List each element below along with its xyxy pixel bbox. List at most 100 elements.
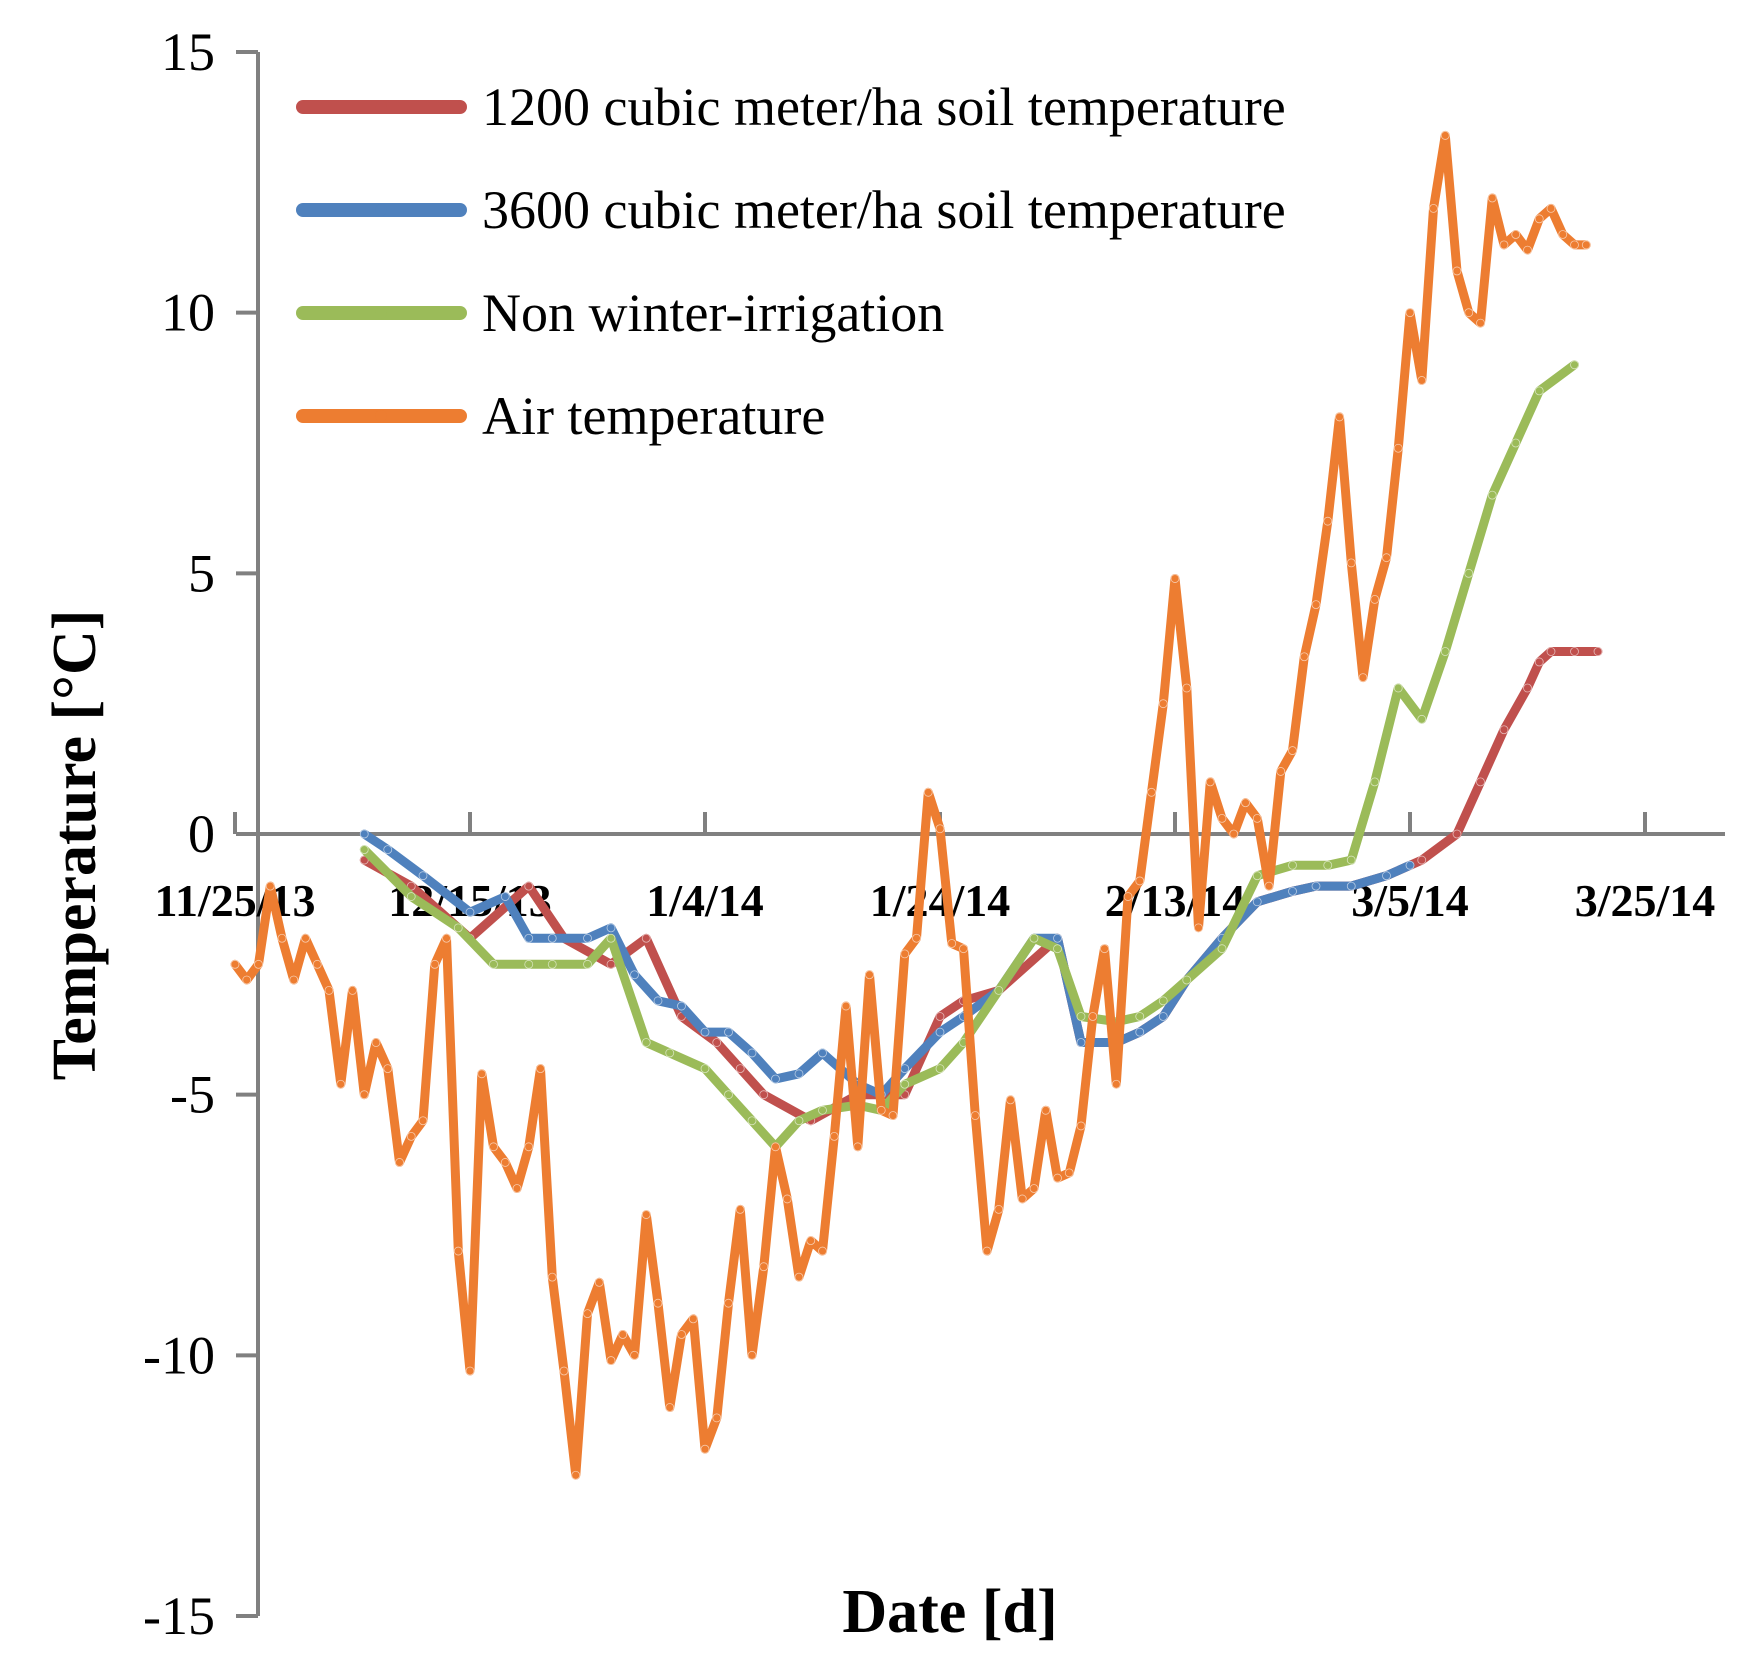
data-point [1546,203,1556,213]
data-point [1029,933,1039,943]
data-point [1017,1194,1027,1204]
data-point [1147,787,1156,797]
data-point [1487,490,1497,500]
data-point [994,1204,1004,1214]
data-point [359,1090,369,1100]
data-point [1499,240,1509,250]
data-point [324,986,334,995]
data-point [1382,553,1391,563]
data-point [935,1012,945,1021]
y-tick-label: 5 [188,543,215,603]
data-point [1346,558,1356,568]
data-point [1123,892,1133,901]
data-point [700,1064,710,1073]
data-point [630,1350,639,1360]
data-point [312,959,322,969]
data-point [1158,996,1168,1006]
data-point [418,1116,428,1126]
data-point [771,1074,780,1084]
data-point [1182,683,1192,693]
data-point [583,933,592,943]
data-point [1393,683,1403,693]
data-point [759,1090,769,1100]
data-point [818,1105,827,1115]
data-point [1276,767,1286,776]
data-point [1006,1095,1015,1105]
data-point [547,959,557,969]
data-point [900,949,910,959]
data-point [829,1131,839,1141]
data-point [1417,376,1427,385]
data-point [1288,886,1297,896]
data-point [1053,1173,1062,1183]
data-point [982,1246,992,1256]
x-tick-label: 1/4/14 [646,875,764,926]
data-point [1288,746,1297,755]
data-point [453,1246,463,1256]
data-point [735,1204,745,1214]
data-point [1311,881,1321,891]
data-point [677,1330,686,1339]
data-point [935,824,945,834]
legend-marker [375,410,387,422]
data-point [383,1064,393,1073]
data-point [1311,600,1321,610]
data-point [1323,516,1333,526]
x-tick-label: 3/25/14 [1575,875,1716,926]
data-point [524,933,534,943]
data-point [912,933,921,943]
data-point [606,959,616,969]
data-point [1076,1012,1086,1021]
data-point [888,1111,898,1120]
data-point [571,1470,581,1480]
data-point [1182,975,1192,985]
data-point [618,1330,628,1339]
series-line [230,130,1591,1480]
y-axis-ticks: 15 10 5 0 -5 -10 -15 [143,22,258,1646]
data-point [1534,386,1544,396]
data-point [1241,798,1250,808]
data-point [935,1027,945,1037]
data-point [1335,412,1344,422]
data-point [301,933,310,943]
data-point [653,996,663,1006]
data-point [794,1272,804,1282]
data-point [383,845,393,855]
data-point [1252,897,1262,907]
data-point [1452,829,1462,839]
data-point [1511,438,1521,448]
data-point [547,933,557,943]
data-point [641,1210,651,1219]
data-point [1346,855,1356,865]
data-point [1100,944,1109,954]
data-point [406,1131,416,1141]
data-point [359,829,369,839]
data-point [430,959,440,969]
data-point [1299,652,1309,662]
data-point [442,933,451,943]
data-point [1264,881,1274,891]
data-point [1217,944,1227,954]
data-point [536,1064,545,1073]
data-point [724,1027,733,1037]
data-point [1393,443,1403,453]
data-point [1358,673,1368,682]
data-point [1135,1027,1145,1037]
data-point [583,1309,592,1319]
data-point [359,845,369,855]
data-point [465,907,475,917]
data-point [1523,683,1532,693]
data-point [1194,923,1203,933]
data-point [959,944,968,954]
data-point [724,1298,733,1308]
data-point [359,855,369,865]
y-tick-label: 0 [188,804,215,864]
data-point [512,1184,522,1193]
data-point [406,892,416,901]
data-point [1570,240,1579,250]
data-point [1158,1012,1168,1021]
data-point [559,1366,569,1376]
data-point [1170,574,1180,583]
data-point [712,1038,722,1047]
data-point [1440,647,1450,656]
